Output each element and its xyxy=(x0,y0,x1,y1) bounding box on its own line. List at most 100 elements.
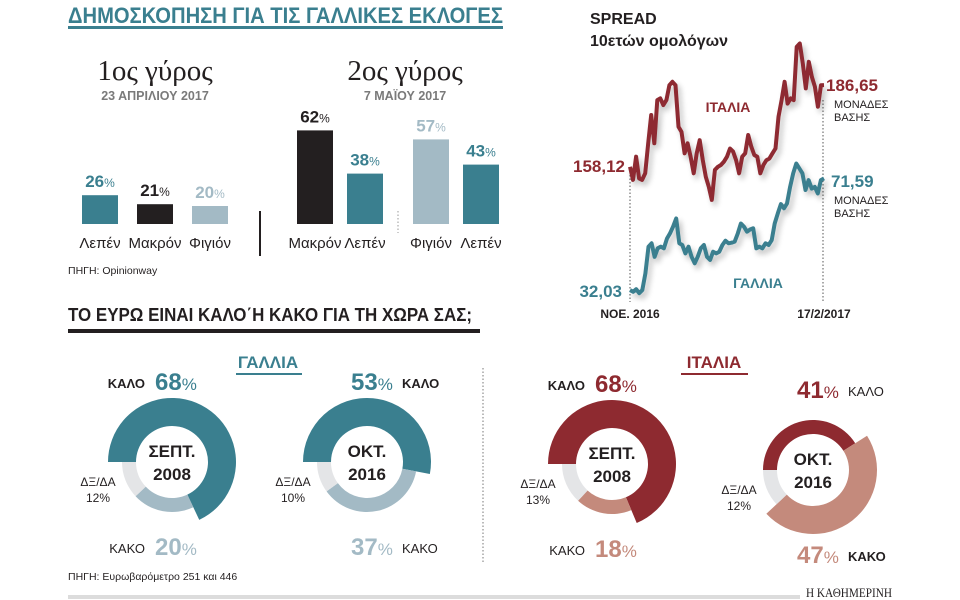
donut-slice-dont-know xyxy=(122,462,146,497)
donut-center-period: ΣΕΠΤ. xyxy=(588,444,635,463)
bar-value-label: 26% xyxy=(85,172,115,191)
italy-unit-line2: ΒΑΣΗΣ xyxy=(834,112,870,124)
bad-label: ΚΑΚΟ xyxy=(109,541,145,556)
bad-percent: 18% xyxy=(595,536,637,563)
donut-slice-bad xyxy=(326,468,417,512)
bar-value-label-percent-sign: % xyxy=(435,120,446,134)
dont-know-value: 13 xyxy=(526,493,540,507)
bad-percent-percent-sign: % xyxy=(182,540,197,559)
x-label-start: ΝΟΕ. 2016 xyxy=(600,307,660,321)
bar-1-1 xyxy=(82,195,118,224)
bad-label: ΚΑΚΟ xyxy=(402,541,438,556)
dont-know-value: 12 xyxy=(727,499,741,513)
bad-percent-percent-sign: % xyxy=(378,540,393,559)
good-percent-percent-sign: % xyxy=(824,383,839,402)
round-1-title: 1ος γύρος xyxy=(97,55,213,87)
dont-know-percent-sign: % xyxy=(539,493,550,507)
bar-value-label-percent-sign: % xyxy=(214,187,225,201)
bar-category-label: Λεπέν xyxy=(460,235,501,252)
bad-percent-value: 37 xyxy=(351,534,378,561)
bar-2-4 xyxy=(463,164,499,224)
donut-slice-dont-know xyxy=(562,464,588,501)
good-percent-percent-sign: % xyxy=(378,375,393,394)
good-label: ΚΑΛΟ xyxy=(108,376,145,391)
euro-title: ΤΟ ΕΥΡΩ ΕΙΝΑΙ ΚΑΛΟ΄Η ΚΑΚΟ ΓΙΑ ΤΗ ΧΩΡΑ ΣΑ… xyxy=(68,305,472,325)
good-percent-value: 53 xyxy=(351,369,378,396)
dont-know-percent: 12% xyxy=(727,499,751,513)
dont-know-percent: 10% xyxy=(281,491,305,505)
spread-title: SPREAD xyxy=(590,11,657,28)
donut-center-year: 2008 xyxy=(593,467,631,486)
italy-start-value: 158,12 xyxy=(573,157,625,176)
bar-1-2 xyxy=(137,204,173,224)
good-label: ΚΑΛΟ xyxy=(548,378,585,393)
italy-unit-line1: ΜΟΝΑΔΕΣ xyxy=(834,99,889,111)
bad-percent-value: 20 xyxy=(155,534,182,561)
good-percent: 68% xyxy=(155,369,197,396)
donut-slice-good xyxy=(303,398,432,474)
round-1-date: 23 ΑΠΡΙΛΙΟΥ 2017 xyxy=(101,89,209,103)
bad-percent-value: 18 xyxy=(595,536,622,563)
bar-value-label-percent-sign: % xyxy=(104,176,115,190)
dont-know-label: ΔΞ/ΔΑ xyxy=(520,477,555,491)
bad-label: ΚΑΚΟ xyxy=(848,549,886,564)
donut-center-year: 2016 xyxy=(348,465,386,484)
bad-percent: 37% xyxy=(351,534,393,561)
bad-percent-percent-sign: % xyxy=(824,548,839,567)
bar-value-label-value: 20 xyxy=(195,183,214,202)
italy-series-label: ΙΤΑΛΙΑ xyxy=(706,99,751,115)
spread-subtitle: 10ετών ομολόγων xyxy=(590,33,728,50)
donut-slice-dont-know xyxy=(317,462,338,492)
donut-center-period: ΟΚΤ. xyxy=(794,450,833,469)
dont-know-label: ΔΞ/ΔΑ xyxy=(80,475,115,489)
dont-know-label: ΔΞ/ΔΑ xyxy=(275,475,310,489)
country-heading: ΓΑΛΛΙΑ xyxy=(238,353,298,372)
poll-source: ΠΗΓΗ: Opinionway xyxy=(68,265,158,277)
good-percent-value: 68 xyxy=(595,371,622,398)
good-label: ΚΑΛΟ xyxy=(848,384,884,399)
donut-slice-dont-know xyxy=(763,470,787,505)
poll-title: ΔΗΜΟΣΚΟΠΗΣΗ ΓΙΑ ΤΙΣ ΓΑΛΛΙΚΕΣ ΕΚΛΟΓΕΣ xyxy=(68,3,503,28)
dont-know-value: 10 xyxy=(281,491,295,505)
bar-1-3 xyxy=(192,206,228,224)
round-2-date: 7 ΜΑΪΟΥ 2017 xyxy=(364,88,446,103)
france-unit-line2: ΒΑΣΗΣ xyxy=(834,208,870,220)
donut-group: ΓΑΛΛΙΑ ΣΕΠΤ. 2008 ΚΑΛΟ 68% ΚΑΚΟ 20% ΔΞ/ΔΑ 12% ΟΚΤ… xyxy=(80,353,885,569)
bar-value-label-value: 26 xyxy=(85,172,104,191)
donut-center-year: 2016 xyxy=(794,473,832,492)
bar-2-1 xyxy=(297,130,333,224)
dont-know-percent: 13% xyxy=(526,493,550,507)
france-start-value: 32,03 xyxy=(579,282,622,301)
bar-value-label: 43% xyxy=(466,142,496,161)
dont-know-value: 12 xyxy=(86,491,100,505)
bar-category-label: Μακρόν xyxy=(128,235,181,252)
bar-value-label-value: 57 xyxy=(416,116,435,135)
country-heading-underline xyxy=(236,373,302,375)
donut-slice-good xyxy=(108,398,236,520)
france-series-label: ΓΑΛΛΙΑ xyxy=(733,275,783,291)
bar-category-label: Λεπέν xyxy=(344,235,385,252)
brand-logo: Η ΚΑΘΗΜΕΡΙΝΗ xyxy=(806,585,892,600)
bad-percent-value: 47 xyxy=(797,542,824,569)
bar-value-label-value: 38 xyxy=(350,151,369,170)
round-2-title: 2ος γύρος xyxy=(347,55,463,87)
bad-label: ΚΑΚΟ xyxy=(549,543,585,558)
donut-center-year: 2008 xyxy=(153,465,191,484)
donut-center-period: ΟΚΤ. xyxy=(348,442,387,461)
bad-percent: 20% xyxy=(155,534,197,561)
france-end-value: 71,59 xyxy=(831,172,874,191)
dont-know-label: ΔΞ/ΔΑ xyxy=(721,483,756,497)
country-heading-underline xyxy=(681,373,748,375)
bad-percent: 47% xyxy=(797,542,839,569)
bar-category-label: Φιγιόν xyxy=(189,235,231,252)
bar-category-label: Μακρόν xyxy=(288,235,341,252)
good-percent-value: 41 xyxy=(797,377,824,404)
france-unit-line1: ΜΟΝΑΔΕΣ xyxy=(834,195,889,207)
bar-2-3 xyxy=(413,139,449,224)
bar-category-label: Λεπέν xyxy=(79,235,120,252)
country-heading: ΙΤΑΛΙΑ xyxy=(687,353,741,372)
good-percent: 41% xyxy=(797,377,839,404)
bar-value-label-percent-sign: % xyxy=(485,146,496,160)
bar-value-label-value: 62 xyxy=(300,107,319,126)
